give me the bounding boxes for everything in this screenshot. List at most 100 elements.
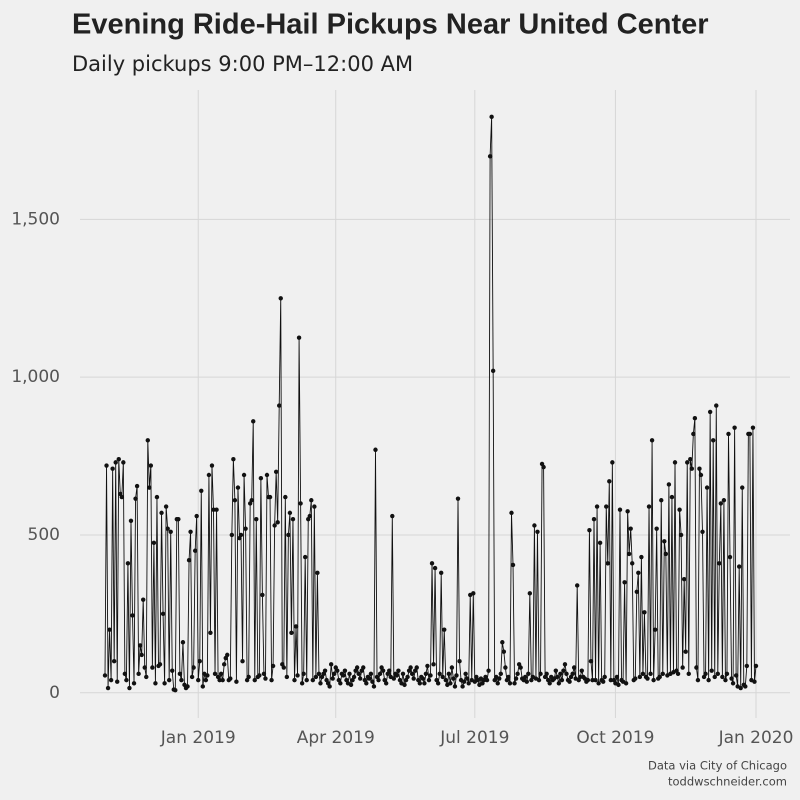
point bbox=[351, 674, 357, 680]
point bbox=[180, 640, 186, 645]
point bbox=[302, 554, 308, 560]
point bbox=[602, 674, 607, 680]
point bbox=[423, 671, 429, 677]
point bbox=[221, 662, 227, 667]
point bbox=[555, 674, 560, 680]
point bbox=[451, 676, 456, 681]
point bbox=[225, 652, 230, 658]
point bbox=[405, 674, 410, 680]
point bbox=[293, 624, 299, 629]
point bbox=[646, 504, 652, 509]
point bbox=[191, 665, 196, 670]
point bbox=[287, 510, 293, 516]
point bbox=[281, 665, 286, 670]
point bbox=[307, 513, 312, 519]
x-tick-label: Apr 2019 bbox=[297, 728, 375, 748]
point bbox=[131, 681, 137, 686]
point bbox=[617, 507, 623, 512]
caption: Data via City of Chicago bbox=[648, 759, 787, 773]
point bbox=[527, 591, 533, 596]
point bbox=[497, 676, 502, 681]
point bbox=[593, 677, 598, 683]
point bbox=[260, 592, 265, 598]
point bbox=[594, 504, 600, 509]
point bbox=[498, 671, 503, 677]
point bbox=[166, 677, 172, 683]
point bbox=[231, 457, 236, 462]
point bbox=[312, 504, 317, 509]
point bbox=[590, 677, 595, 683]
point bbox=[752, 679, 757, 684]
point bbox=[442, 627, 447, 632]
point bbox=[258, 475, 264, 481]
point bbox=[587, 528, 592, 533]
point bbox=[712, 674, 717, 680]
point bbox=[694, 665, 699, 670]
point bbox=[179, 677, 184, 683]
point bbox=[688, 457, 693, 462]
y-tick-label: 0 bbox=[49, 683, 60, 703]
point bbox=[556, 681, 562, 686]
point bbox=[105, 685, 111, 691]
point bbox=[454, 673, 459, 678]
point bbox=[654, 526, 659, 531]
point bbox=[691, 431, 696, 437]
point bbox=[429, 561, 435, 566]
point bbox=[192, 548, 198, 553]
point bbox=[678, 532, 684, 538]
point bbox=[141, 597, 146, 602]
point bbox=[515, 671, 520, 677]
x-tick-label: Jan 2020 bbox=[718, 728, 794, 748]
point bbox=[707, 409, 713, 415]
point bbox=[567, 679, 572, 684]
y-tick-label: 1,500 bbox=[11, 209, 60, 229]
point bbox=[298, 501, 303, 506]
point bbox=[102, 673, 108, 678]
point bbox=[263, 676, 268, 681]
point bbox=[370, 679, 375, 684]
point bbox=[729, 676, 734, 681]
point bbox=[596, 681, 601, 686]
point bbox=[130, 613, 135, 618]
point bbox=[622, 580, 627, 585]
point bbox=[383, 681, 389, 686]
point bbox=[358, 676, 363, 681]
point bbox=[168, 529, 173, 535]
point bbox=[721, 498, 727, 503]
point bbox=[208, 630, 213, 635]
point bbox=[394, 673, 400, 678]
point bbox=[463, 671, 468, 677]
point bbox=[512, 681, 517, 686]
point bbox=[309, 498, 314, 503]
point bbox=[134, 483, 140, 489]
point bbox=[680, 665, 685, 670]
point bbox=[296, 335, 302, 340]
point bbox=[318, 681, 323, 686]
point bbox=[251, 419, 256, 424]
point bbox=[368, 671, 374, 677]
point bbox=[316, 671, 322, 677]
point bbox=[578, 674, 583, 680]
point bbox=[203, 677, 209, 683]
point bbox=[361, 665, 366, 670]
point bbox=[610, 460, 615, 465]
point bbox=[659, 498, 664, 503]
point bbox=[409, 671, 415, 677]
point bbox=[228, 676, 233, 681]
point bbox=[270, 663, 276, 669]
point bbox=[507, 681, 513, 686]
chart-subtitle: Daily pickups 9:00 PM–12:00 AM bbox=[72, 52, 413, 76]
point bbox=[327, 684, 332, 689]
point bbox=[506, 674, 511, 680]
point bbox=[165, 526, 170, 531]
point bbox=[402, 682, 407, 688]
point bbox=[717, 561, 722, 566]
point bbox=[640, 671, 646, 677]
point bbox=[145, 438, 150, 443]
point bbox=[163, 504, 169, 509]
point bbox=[625, 509, 630, 514]
point bbox=[214, 507, 219, 512]
point bbox=[154, 494, 160, 500]
point bbox=[124, 677, 129, 683]
point bbox=[371, 684, 377, 689]
